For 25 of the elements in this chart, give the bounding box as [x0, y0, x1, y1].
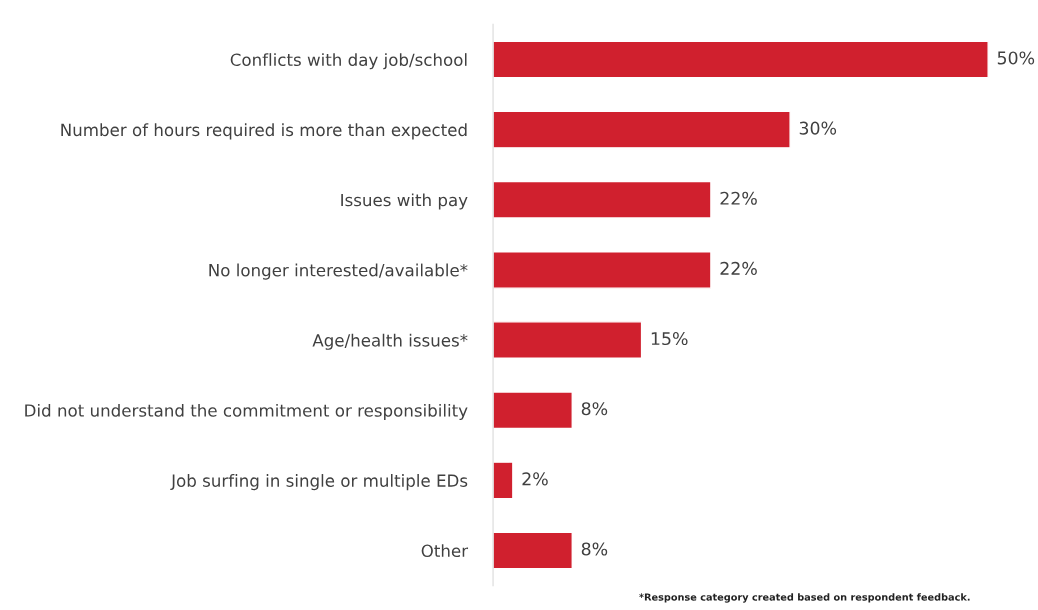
- data-label: 15%: [651, 331, 688, 346]
- bar: [493, 391, 573, 430]
- y-tick-label: Issues with pay: [341, 193, 468, 210]
- y-tick-label: Other: [421, 544, 469, 558]
- text: *Response category created based on respondent feedback.: [639, 593, 970, 603]
- y-tick-label: Did not understand the commitment or responsibility: [25, 403, 468, 421]
- data-label: 2%: [522, 472, 548, 486]
- data-label: 8%: [581, 402, 608, 416]
- y-tick-label: Age/health issues*: [312, 333, 468, 350]
- bar: [493, 180, 712, 219]
- data-label: 22%: [720, 261, 757, 275]
- data-label: 22%: [720, 191, 757, 205]
- bar: [493, 250, 712, 289]
- bar: [493, 461, 514, 500]
- bar: [493, 321, 643, 360]
- y-tick-label: No longer interested/available*: [209, 263, 468, 280]
- y-tick-label: Number of hours required is more than expected: [61, 123, 467, 140]
- data-label: 50%: [997, 51, 1035, 65]
- bar: [493, 40, 989, 79]
- data-label: 30%: [799, 121, 837, 135]
- bar: [493, 110, 791, 149]
- y-tick-label: Conflicts with day job/school: [230, 53, 467, 70]
- data-label: 8%: [581, 542, 608, 556]
- bar: [493, 531, 573, 570]
- y-tick-label: Job surfing in single or multiple EDs: [170, 474, 468, 491]
